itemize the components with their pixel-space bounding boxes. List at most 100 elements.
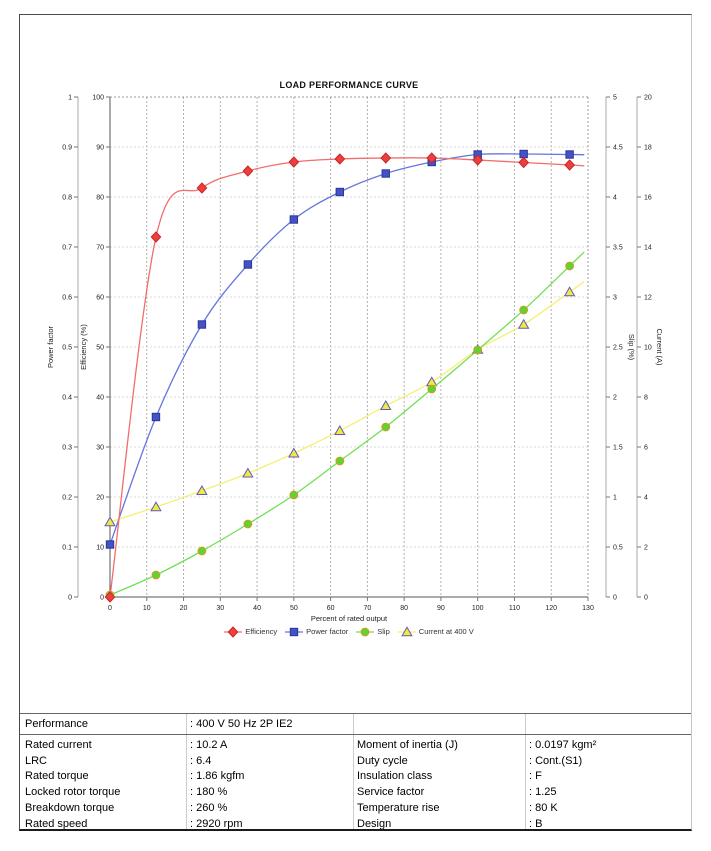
legend-label: Slip (377, 627, 390, 636)
tick-label: 0 (613, 595, 617, 602)
param-label: Duty cycle (357, 754, 408, 767)
series-power-factor (105, 149, 585, 549)
param-label: Breakdown torque (25, 802, 115, 815)
marker-triangle (196, 484, 208, 496)
tick-label: 60 (96, 295, 104, 302)
tick-label: 4 (644, 495, 648, 502)
tick-label: 50 (290, 605, 298, 612)
marker-triangle (425, 376, 438, 387)
series-slip (105, 251, 585, 600)
marker-circle (360, 627, 370, 636)
tick-label: 14 (644, 245, 652, 252)
tick-label: 0 (644, 595, 648, 602)
param-label: LRC (25, 754, 48, 767)
param-value: : 10.2 A (190, 738, 228, 751)
marker-diamond (288, 156, 300, 168)
param-value: : 6.4 (190, 754, 212, 767)
marker-diamond (472, 154, 484, 166)
tick-label: 2.5 (613, 345, 623, 352)
series-line (109, 251, 585, 596)
marker-diamond (426, 152, 438, 164)
param-label: Service factor (357, 786, 425, 799)
legend-item-efficiency: Efficiency (224, 625, 278, 638)
tick-label: 0.5 (613, 545, 623, 552)
y-axis: 0 0.1 0.2 0.3 0.4 0.5 0.6 0.7 0.8 0.9 1 Power facto… (46, 95, 79, 602)
param-value: : 80 K (529, 802, 558, 815)
tick-label: 90 (96, 145, 104, 152)
tick-label: 0 (68, 595, 72, 602)
marker-triangle (334, 424, 346, 436)
table-row: Rated current : 10.2 A (19, 737, 353, 753)
axis-title: Efficiency (%) (79, 324, 88, 370)
tick-label: 1 (68, 95, 72, 102)
tick-label: 4 (613, 195, 617, 202)
tick-label: 30 (216, 605, 224, 612)
param-value: : 400 V 50 Hz 2P IE2 (190, 718, 293, 730)
table-row: Insulation class : F (353, 769, 691, 785)
y-axis: 0 2 4 6 8 10 12 14 16 18 20 Current (A) (636, 95, 664, 602)
tick-label: 0.1 (62, 545, 72, 552)
tick-label: 6 (644, 445, 648, 452)
circle-legend-icon (356, 627, 375, 636)
tick-label: 70 (96, 245, 104, 252)
tick-label: 3 (613, 295, 617, 302)
marker-circle (381, 422, 391, 432)
legend-label: Efficiency (245, 627, 278, 636)
tick-label: 130 (582, 605, 594, 612)
axis-title: Current (A) (655, 328, 664, 366)
marker-triangle (150, 501, 162, 512)
tick-label: 10 (143, 605, 151, 612)
marker-triangle (288, 447, 300, 458)
legend-label: Current at 400 V (418, 627, 474, 636)
tick-label: 60 (327, 605, 335, 612)
marker-diamond (242, 165, 254, 177)
marker-square (519, 149, 528, 159)
table-row: Breakdown torque : 260 % (19, 800, 353, 816)
param-label: Rated torque (25, 770, 89, 783)
tick-label: 8 (644, 395, 648, 402)
param-label: Temperature rise (357, 802, 440, 815)
table-column-divider (186, 714, 187, 830)
marker-triangle (401, 625, 413, 636)
marker-circle (335, 456, 345, 466)
chart-title: LOAD PERFORMANCE CURVE (279, 80, 419, 90)
tick-label: 0.5 (62, 345, 72, 352)
table-column-divider (525, 714, 526, 830)
marker-circle (151, 570, 161, 580)
tick-label: 90 (437, 605, 445, 612)
marker-circle (473, 345, 483, 355)
param-label: Design (357, 817, 392, 830)
tick-label: 1.5 (613, 445, 623, 452)
tick-label: 100 (472, 605, 484, 612)
marker-triangle (242, 467, 254, 478)
table-column-divider (353, 714, 354, 830)
tick-label: 0 (100, 595, 104, 602)
x-axis: 0 10 20 30 40 50 60 70 80 90 100 110 120 130 (108, 597, 594, 612)
marker-diamond (227, 625, 239, 638)
marker-triangle (517, 318, 530, 329)
marker-circle (565, 261, 575, 271)
marker-diamond (564, 159, 576, 171)
marker-square (197, 320, 207, 329)
marker-diamond (334, 153, 346, 165)
tick-label: 30 (96, 445, 104, 452)
marker-circle (243, 519, 253, 529)
y-axis: 0 0.5 1 1.5 2 2.5 3 3.5 4 4.5 5 Slip (%) (605, 95, 636, 602)
param-value: : 2920 rpm (190, 817, 243, 830)
legend-item-current-at-400-v: Current at 400 V (397, 625, 474, 638)
param-label: Moment of inertia (J) (357, 738, 458, 751)
marker-circle (197, 546, 207, 556)
plot-border (109, 96, 589, 598)
tick-label: 5 (613, 95, 617, 102)
marker-diamond (380, 152, 392, 164)
marker-triangle (380, 399, 392, 411)
tick-label: 100 (92, 95, 104, 102)
tick-label: 50 (96, 345, 104, 352)
tick-label: 18 (644, 145, 652, 152)
tick-label: 80 (96, 195, 104, 202)
tick-label: 2 (644, 545, 648, 552)
tick-label: 70 (363, 605, 371, 612)
marker-diamond (104, 591, 116, 603)
tick-label: 0.6 (62, 295, 72, 302)
series-line (109, 157, 585, 598)
